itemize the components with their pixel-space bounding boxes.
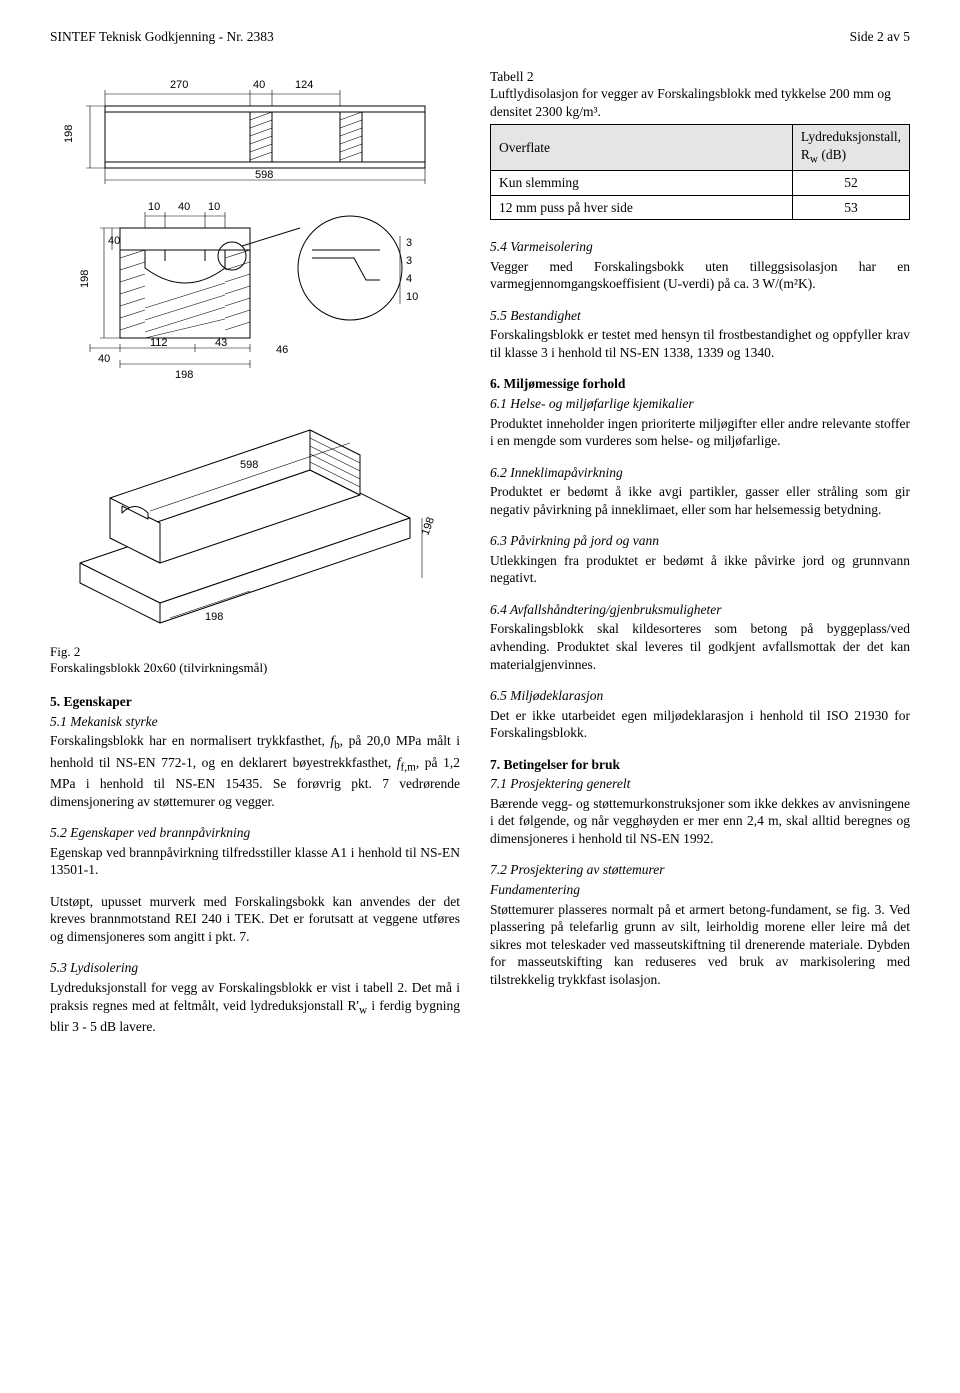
header-right: Side 2 av 5 (850, 28, 910, 46)
fig2-caption-l2: Forskalingsblokk 20x60 (tilvirkningsmål) (50, 660, 267, 675)
s63-head: 6.3 Påvirkning på jord og vann (490, 532, 910, 550)
dim-s-pad40: 40 (98, 353, 110, 365)
table2-r0-l: Kun slemming (491, 171, 793, 196)
header-left: SINTEF Teknisk Godkjenning - Nr. 2383 (50, 28, 274, 46)
s62-head: 6.2 Inneklimapåvirkning (490, 464, 910, 482)
s72-head: 7.2 Prosjektering av støttemurer (490, 861, 910, 879)
dim-d-10: 10 (406, 291, 418, 303)
dim-s-40: 40 (178, 201, 190, 213)
dim-40: 40 (253, 79, 265, 91)
table2-head-l: Overflate (491, 125, 793, 171)
s72-sub: Fundamentering (490, 881, 910, 899)
dim-s-112: 112 (150, 337, 168, 349)
s71-body: Bærende vegg- og støttemurkonstruksjoner… (490, 795, 910, 848)
table2-r1-v: 53 (792, 195, 909, 220)
s5-head: 5. Egenskaper (50, 693, 460, 711)
dim-124: 124 (295, 79, 313, 91)
s61-body: Produktet inneholder ingen prioriterte m… (490, 415, 910, 450)
page-header: SINTEF Teknisk Godkjenning - Nr. 2383 Si… (50, 28, 910, 46)
fig2-top-elevation: 270 40 124 198 598 (50, 68, 460, 188)
dim-s-198: 198 (79, 269, 91, 287)
s52-body1: Egenskap ved brannpåvirkning tilfredssti… (50, 844, 460, 879)
table2: Overflate Lydreduksjonstall, Rw (dB) Kun… (490, 124, 910, 220)
s53-body: Lydreduksjonstall for vegg av Forskaling… (50, 979, 460, 1035)
s7-head: 7. Betingelser for bruk (490, 756, 910, 774)
s55-body: Forskalingsblokk er testet med hensyn ti… (490, 326, 910, 361)
s64-body: Forskalingsblokk skal kildesorteres som … (490, 620, 910, 673)
s65-head: 6.5 Miljødeklarasjon (490, 687, 910, 705)
dim-d-4: 4 (406, 273, 412, 285)
s51-head: 5.1 Mekanisk styrke (50, 713, 460, 731)
dim-598: 598 (255, 169, 273, 181)
table2-caption: Tabell 2 Luftlydisolasjon for vegger av … (490, 68, 910, 121)
s52-head: 5.2 Egenskaper ved brannpåvirkning (50, 824, 460, 842)
dim-s-10a: 10 (148, 201, 160, 213)
s71-head: 7.1 Prosjektering generelt (490, 775, 910, 793)
dim-d-3b: 3 (406, 255, 412, 267)
table2-head-r: Lydreduksjonstall, Rw (dB) (792, 125, 909, 171)
s53-head: 5.3 Lydisolering (50, 959, 460, 977)
figure-2: 270 40 124 198 598 (50, 68, 460, 678)
s51-body: Forskalingsblokk har en normalisert tryk… (50, 732, 460, 810)
fig2-caption: Fig. 2 Forskalingsblokk 20x60 (tilvirkni… (50, 644, 460, 678)
dim-s-10b: 10 (208, 201, 220, 213)
s52-body2: Utstøpt, upusset murverk med Forskalings… (50, 893, 460, 946)
dim-d-3a: 3 (406, 237, 412, 249)
fig2-caption-l1: Fig. 2 (50, 644, 80, 659)
svg-text:46: 46 (276, 344, 288, 356)
s6-head: 6. Miljømessige forhold (490, 375, 910, 393)
dim-s-198b: 198 (175, 369, 193, 381)
dim-270: 270 (170, 79, 188, 91)
s64-head: 6.4 Avfallshåndtering/gjenbruksmulighete… (490, 601, 910, 619)
fig2-isometric: 598 198 198 (50, 388, 460, 638)
s55-head: 5.5 Bestandighet (490, 307, 910, 325)
s61-head: 6.1 Helse- og miljøfarlige kjemikalier (490, 395, 910, 413)
s54-head: 5.4 Varmeisolering (490, 238, 910, 256)
dim-198-left: 198 (63, 124, 75, 142)
table2-r1-l: 12 mm puss på hver side (491, 195, 793, 220)
s63-body: Utlekkingen fra produktet er bedømt å ik… (490, 552, 910, 587)
table2-r0-v: 52 (792, 171, 909, 196)
dim-s-shelf40: 40 (108, 235, 120, 247)
dim-iso-198b: 198 (205, 611, 223, 623)
s65-body: Det er ikke utarbeidet egen miljødeklara… (490, 707, 910, 742)
s72-body: Støttemurer plasseres normalt på et arme… (490, 901, 910, 989)
s54-body: Vegger med Forskalingsbokk uten tilleggs… (490, 258, 910, 293)
dim-iso-598: 598 (240, 459, 258, 471)
fig2-section: 10 40 10 198 40 40 112 43 (50, 188, 460, 388)
s62-body: Produktet er bedømt å ikke avgi partikle… (490, 483, 910, 518)
dim-s-43: 43 (215, 337, 227, 349)
